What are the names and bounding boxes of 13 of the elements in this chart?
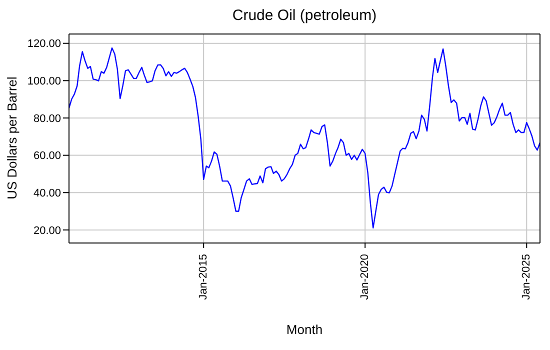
- y-tick-label: 120.00: [27, 38, 61, 50]
- y-tick-label: 80.00: [33, 112, 61, 125]
- y-tick-label: 40.00: [33, 188, 61, 200]
- x-tick-label: Jan-2025: [520, 254, 533, 300]
- y-axis-title: US Dollars per Barrel: [4, 76, 20, 200]
- line-series: [69, 47, 540, 228]
- y-tick-label: 100.00: [27, 76, 61, 88]
- y-tick-label: 60.00: [33, 150, 61, 162]
- x-axis-title: Month: [285, 322, 324, 337]
- x-tick-label: Jan-2015: [198, 254, 210, 300]
- chart-title: Crude Oil (petroleum): [231, 7, 378, 24]
- x-tick-label: Jan-2020: [359, 254, 372, 300]
- y-tick-label: 20.00: [33, 224, 61, 237]
